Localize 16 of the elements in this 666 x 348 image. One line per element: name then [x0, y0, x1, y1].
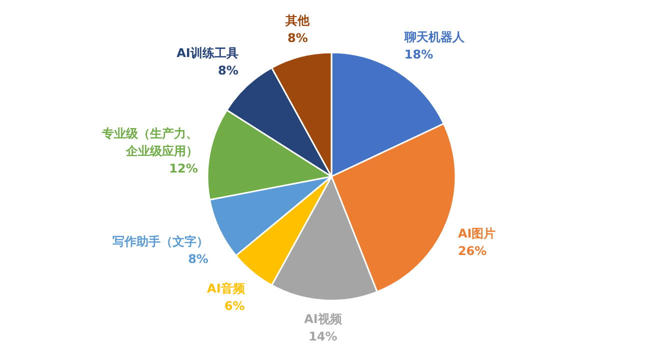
- data-label: 8%: [188, 252, 208, 266]
- slice-label: AI图片: [458, 226, 496, 241]
- data-label: 8%: [287, 30, 308, 45]
- slice-label: 其他: [284, 13, 311, 28]
- slice-label: AI音频: [207, 281, 246, 296]
- data-label: 6%: [224, 298, 245, 313]
- data-label: 12%: [169, 162, 198, 176]
- data-label: 26%: [458, 244, 487, 258]
- slice-label: 写作助手（文字）: [112, 234, 208, 248]
- slice-label: AI视频: [304, 312, 343, 326]
- data-label: 14%: [308, 330, 338, 344]
- data-label: 18%: [404, 48, 434, 62]
- slice-label: 专业级（生产力、企业级应用）: [100, 126, 198, 158]
- slice-label: 聊天机器人: [403, 30, 466, 44]
- slice-label: AI训练工具: [176, 46, 238, 60]
- data-label: 8%: [218, 63, 238, 78]
